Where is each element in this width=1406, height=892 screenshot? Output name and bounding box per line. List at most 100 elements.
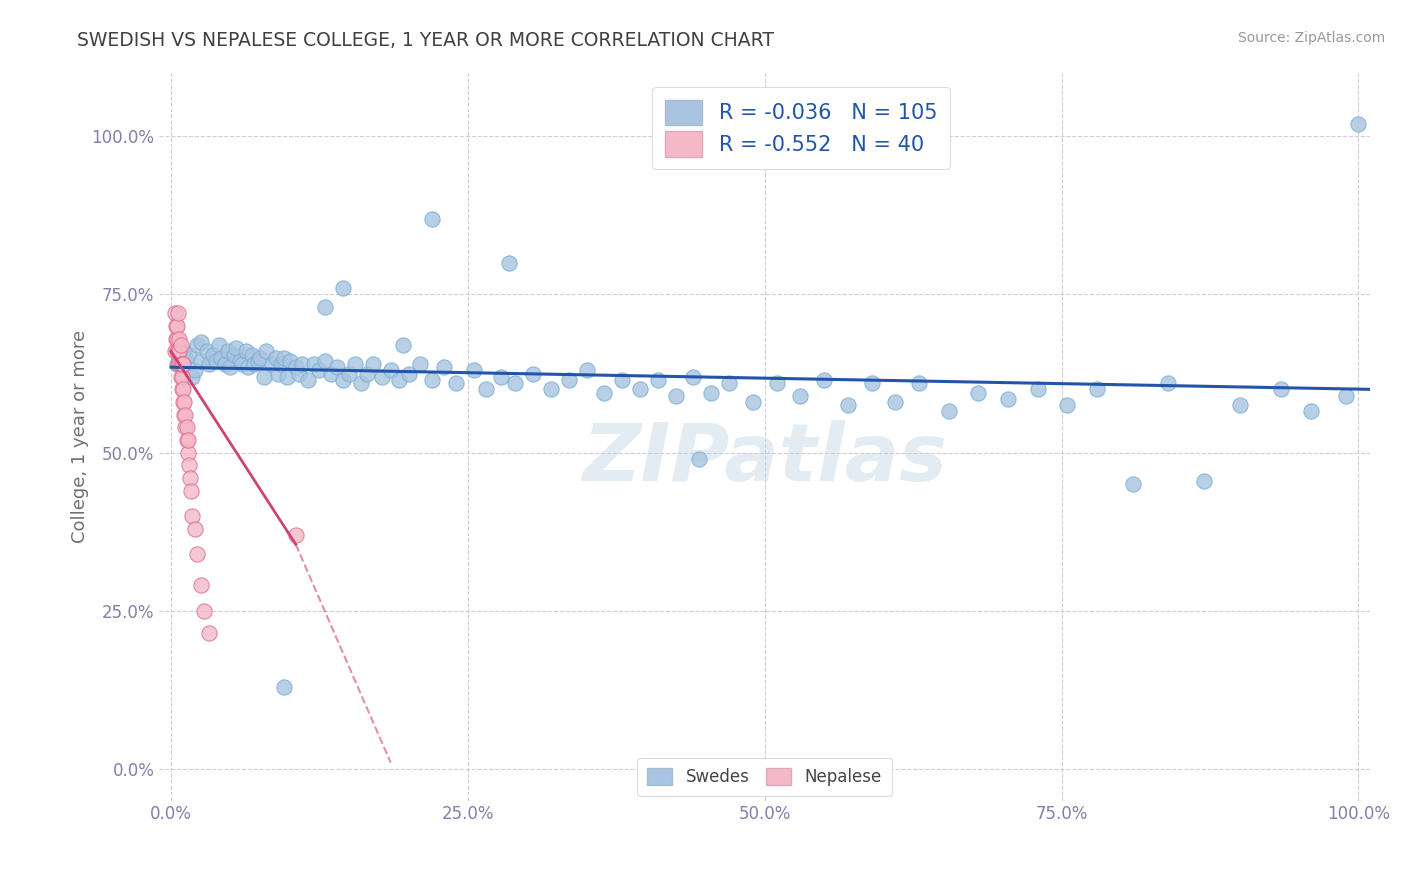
Point — [209, 351, 232, 365]
Point — [314, 300, 336, 314]
Point — [172, 344, 194, 359]
Point — [177, 433, 200, 447]
Point — [177, 347, 200, 361]
Point — [741, 395, 763, 409]
Point — [198, 357, 221, 371]
Point — [246, 354, 269, 368]
Point — [1085, 382, 1108, 396]
Point — [172, 395, 194, 409]
Point — [433, 360, 456, 375]
Point — [167, 306, 190, 320]
Point — [193, 604, 215, 618]
Point — [176, 433, 198, 447]
Point — [321, 367, 343, 381]
Point — [270, 357, 292, 371]
Point — [1270, 382, 1292, 396]
Point — [718, 376, 741, 390]
Point — [264, 351, 287, 365]
Legend: Swedes, Nepalese: Swedes, Nepalese — [637, 758, 891, 796]
Point — [231, 357, 253, 371]
Point — [522, 367, 544, 381]
Point — [1229, 398, 1251, 412]
Point — [190, 334, 212, 349]
Point — [593, 385, 616, 400]
Point — [444, 376, 467, 390]
Point — [273, 680, 295, 694]
Point — [249, 351, 271, 365]
Point — [420, 373, 443, 387]
Point — [291, 357, 314, 371]
Point — [195, 344, 218, 359]
Point — [558, 373, 581, 387]
Point — [238, 360, 260, 375]
Point — [361, 357, 384, 371]
Point — [884, 395, 907, 409]
Point — [235, 344, 257, 359]
Point — [222, 347, 245, 361]
Point — [166, 319, 188, 334]
Point — [1056, 398, 1078, 412]
Point — [308, 363, 330, 377]
Point — [169, 332, 191, 346]
Point — [463, 363, 485, 377]
Point — [186, 547, 208, 561]
Point — [190, 354, 212, 368]
Point — [420, 211, 443, 226]
Point — [166, 344, 188, 359]
Point — [174, 408, 197, 422]
Point — [302, 357, 325, 371]
Point — [273, 351, 295, 365]
Point — [169, 369, 191, 384]
Point — [837, 398, 859, 412]
Point — [288, 367, 311, 381]
Point — [254, 344, 277, 359]
Point — [765, 376, 787, 390]
Point — [169, 338, 191, 352]
Point — [205, 354, 228, 368]
Point — [967, 385, 990, 400]
Text: ZIPatlas: ZIPatlas — [582, 419, 948, 498]
Point — [350, 376, 373, 390]
Point — [163, 344, 186, 359]
Point — [229, 354, 252, 368]
Point — [332, 373, 354, 387]
Point — [356, 367, 378, 381]
Point — [1192, 474, 1215, 488]
Point — [391, 338, 413, 352]
Point — [184, 363, 207, 377]
Point — [326, 360, 349, 375]
Point — [409, 357, 432, 371]
Point — [201, 347, 224, 361]
Point — [207, 338, 229, 352]
Text: SWEDISH VS NEPALESE COLLEGE, 1 YEAR OR MORE CORRELATION CHART: SWEDISH VS NEPALESE COLLEGE, 1 YEAR OR M… — [77, 31, 775, 50]
Point — [174, 420, 197, 434]
Point — [172, 357, 194, 371]
Point — [240, 347, 263, 361]
Point — [169, 357, 191, 371]
Point — [284, 528, 307, 542]
Point — [813, 373, 835, 387]
Point — [165, 319, 187, 334]
Point — [647, 373, 669, 387]
Point — [190, 578, 212, 592]
Point — [540, 382, 562, 396]
Point — [198, 626, 221, 640]
Point — [1299, 404, 1322, 418]
Point — [186, 338, 208, 352]
Point — [388, 373, 411, 387]
Point — [179, 471, 201, 485]
Point — [278, 354, 301, 368]
Point — [682, 369, 704, 384]
Y-axis label: College, 1 year or more: College, 1 year or more — [72, 330, 89, 543]
Point — [181, 508, 204, 523]
Point — [166, 332, 188, 346]
Point — [181, 369, 204, 384]
Point — [276, 369, 298, 384]
Point — [474, 382, 496, 396]
Point — [214, 357, 236, 371]
Text: Source: ZipAtlas.com: Source: ZipAtlas.com — [1237, 31, 1385, 45]
Point — [163, 306, 186, 320]
Point — [938, 404, 960, 418]
Point — [700, 385, 723, 400]
Point — [173, 408, 195, 422]
